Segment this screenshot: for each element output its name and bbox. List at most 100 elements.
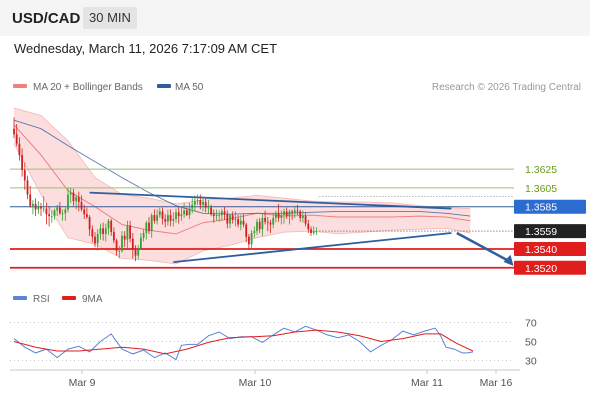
candle-body	[53, 210, 56, 217]
rsi-ma-legend-label: 9MA	[82, 294, 103, 305]
candle	[72, 188, 75, 206]
candle	[250, 230, 253, 250]
candle	[13, 117, 15, 139]
candle	[80, 195, 83, 212]
candle	[148, 217, 150, 234]
candle-body	[56, 207, 59, 211]
rsi-line	[13, 325, 474, 361]
candle	[21, 148, 23, 177]
candle	[140, 233, 142, 250]
candle	[307, 219, 310, 234]
ma50-legend-label: MA 50	[175, 82, 204, 93]
candle-body	[32, 203, 34, 206]
candle	[32, 200, 34, 215]
candle	[180, 206, 183, 221]
candle-body	[307, 223, 310, 230]
candle	[277, 203, 280, 222]
candle	[242, 214, 245, 228]
candle	[272, 213, 275, 229]
candle-body	[196, 200, 199, 202]
candle	[158, 207, 161, 218]
candle-body	[26, 180, 29, 195]
candle	[161, 207, 164, 225]
candle-body	[156, 215, 158, 221]
candle	[234, 211, 237, 227]
candle-body	[277, 213, 280, 218]
trendline-1	[89, 191, 452, 210]
candle-body	[167, 215, 169, 222]
candle	[293, 205, 296, 218]
candle	[99, 223, 102, 240]
candle-body	[210, 207, 212, 215]
candle-body	[67, 194, 69, 210]
candle-body	[253, 231, 256, 234]
candle-body	[266, 221, 269, 223]
candle	[129, 220, 131, 243]
candle	[285, 207, 288, 219]
rsi-legend-swatch	[13, 296, 27, 300]
candle	[310, 226, 312, 236]
candle-body	[94, 236, 96, 244]
candle	[23, 162, 26, 190]
candle-body	[121, 235, 123, 251]
candle-body	[291, 211, 293, 213]
candle-body	[126, 225, 129, 240]
candle	[253, 226, 256, 238]
candle	[283, 208, 285, 224]
candle-body	[40, 206, 42, 209]
candle-body	[207, 207, 210, 209]
candle	[40, 202, 42, 217]
candle-body	[272, 217, 275, 225]
candle	[299, 209, 302, 222]
candle	[126, 220, 129, 249]
candle-body	[102, 228, 104, 234]
candle-body	[202, 201, 204, 205]
candle	[64, 207, 67, 221]
candle	[302, 210, 304, 223]
candle-body	[185, 210, 188, 216]
candle	[121, 231, 123, 253]
candle-body	[280, 215, 283, 218]
candle	[239, 215, 242, 231]
candle-body	[310, 229, 312, 234]
rsi-tick-50: 50	[525, 337, 537, 349]
candle-body	[275, 213, 277, 218]
candle-body	[150, 215, 153, 232]
candle	[110, 218, 113, 236]
candle	[91, 225, 94, 243]
candle	[226, 210, 229, 229]
candle-body	[239, 220, 242, 225]
candle-body	[226, 214, 229, 224]
candle-body	[269, 222, 272, 225]
candle	[167, 209, 169, 226]
candle	[315, 227, 318, 235]
x-tick-label: Mar 10	[239, 377, 272, 389]
candle-body	[137, 248, 140, 256]
candle-body	[134, 249, 137, 256]
bollinger-upper-line	[13, 107, 471, 209]
candle	[275, 210, 277, 223]
bollinger-lower-line	[13, 143, 471, 265]
candle	[34, 198, 37, 217]
candle	[199, 194, 202, 210]
candle	[113, 227, 115, 244]
trendline-2	[173, 232, 452, 264]
candle	[107, 218, 110, 235]
candle-body	[299, 211, 302, 218]
candle	[221, 208, 223, 221]
level-label-1.3520-bg	[514, 260, 586, 275]
candle	[204, 198, 207, 213]
candle-body	[218, 215, 221, 216]
candle-body	[86, 214, 88, 218]
candle-body	[248, 236, 250, 245]
candle-body	[169, 215, 172, 221]
candle-body	[88, 217, 91, 230]
candle	[61, 209, 64, 221]
candle	[229, 214, 231, 229]
x-tick-label: Mar 11	[411, 377, 443, 389]
candle	[296, 204, 299, 216]
timeframe-button[interactable]: 30 MIN	[83, 7, 137, 29]
candle-body	[161, 211, 164, 219]
candle	[137, 245, 140, 260]
